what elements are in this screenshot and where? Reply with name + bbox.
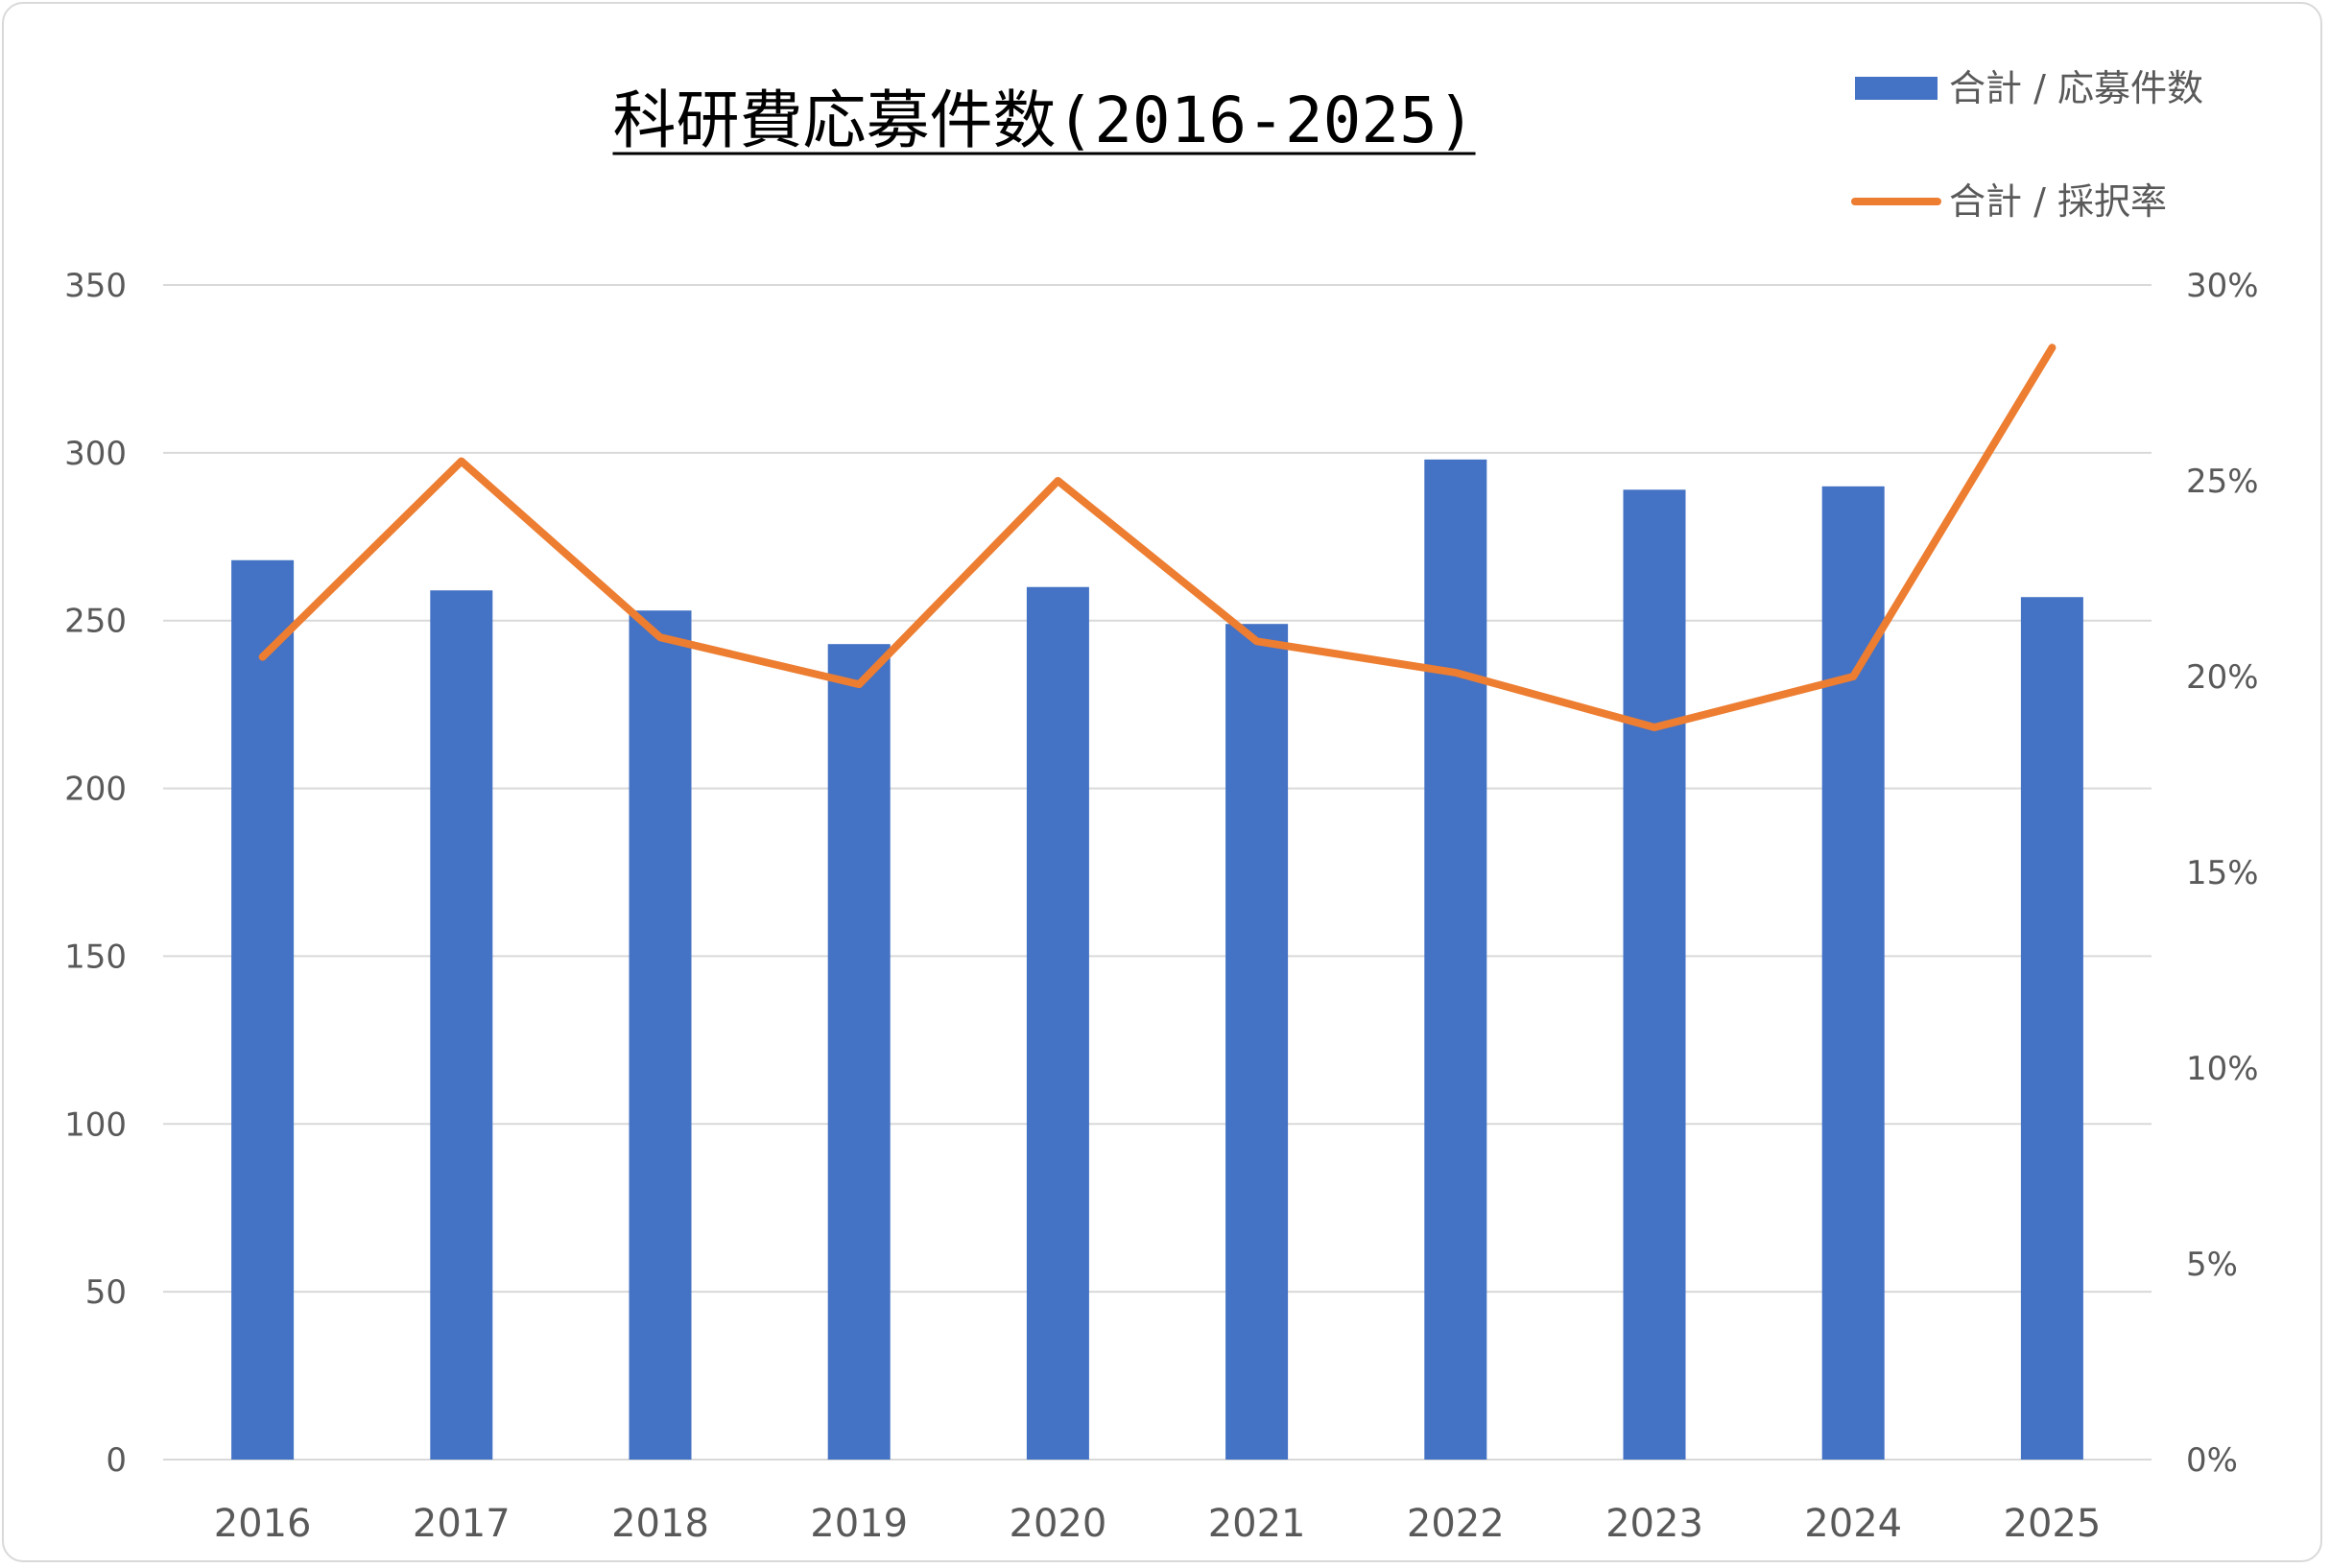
acceptance-rate-line — [258, 344, 2057, 732]
bar — [1424, 459, 1487, 1460]
y-left-tick-label: 200 — [64, 771, 127, 809]
x-tick-label: 2019 — [810, 1502, 908, 1546]
bar — [1623, 489, 1686, 1461]
bar — [827, 644, 891, 1460]
legend-swatch-bar — [1855, 77, 1938, 100]
bar — [1821, 486, 1885, 1460]
y-right-tick-label: 5% — [2186, 1246, 2238, 1284]
y-left-tick-label: 50 — [85, 1273, 127, 1312]
x-tick-label: 2025 — [2004, 1502, 2102, 1546]
line-point — [461, 461, 463, 463]
y-right-tick-label: 25% — [2186, 463, 2259, 501]
y-left-tick-label: 250 — [64, 603, 127, 641]
x-tick-label: 2017 — [413, 1502, 511, 1546]
x-tick-label: 2018 — [611, 1502, 709, 1546]
axis-labels: 0 50 100 150 200 250 300 350 0% 5% 10% 15% 20% 25% 30%… — [64, 267, 2258, 1546]
legend-label-applications: 合計 / 応募件数 — [1949, 67, 2203, 109]
y-right-tick-label: 15% — [2186, 854, 2259, 892]
legend-label-acceptance-rate: 合計 / 採択率 — [1949, 180, 2167, 223]
line-point — [858, 683, 860, 685]
bar — [629, 610, 692, 1460]
x-tick-label: 2024 — [1804, 1502, 1902, 1546]
bar — [1026, 586, 1089, 1460]
y-right-tick-label: 0% — [2186, 1441, 2238, 1480]
line-point — [1653, 726, 1655, 728]
y-right-tick-label: 20% — [2186, 658, 2259, 697]
line-point — [659, 636, 661, 638]
bar — [1225, 624, 1289, 1460]
gridlines — [163, 284, 2152, 1461]
legend-item-acceptance-rate: 合計 / 採択率 — [1851, 180, 2167, 223]
bar — [231, 559, 295, 1460]
x-tick-label: 2016 — [214, 1502, 312, 1546]
bar-series — [231, 459, 2083, 1461]
legend: 合計 / 応募件数 合計 / 採択率 — [1851, 67, 2203, 223]
y-left-tick-label: 150 — [64, 938, 127, 976]
y-left-tick-label: 350 — [64, 267, 127, 305]
x-tick-label: 2022 — [1407, 1502, 1505, 1546]
x-tick-label: 2020 — [1010, 1502, 1107, 1546]
bar — [2020, 597, 2083, 1460]
line-point — [1455, 672, 1457, 674]
y-left-tick-label: 0 — [106, 1441, 127, 1480]
chart-title-group: 科研費応募件数(2016-2025) — [612, 83, 1476, 157]
y-left-tick-label: 300 — [64, 435, 127, 473]
y-right-tick-label: 30% — [2186, 267, 2259, 305]
x-tick-label: 2023 — [1605, 1502, 1703, 1546]
line-point — [1256, 640, 1258, 642]
line-point — [2051, 346, 2053, 348]
chart-title: 科研費応募件数(2016-2025) — [612, 83, 1475, 157]
y-right-tick-label: 10% — [2186, 1050, 2259, 1088]
bar — [430, 590, 493, 1460]
legend-item-applications: 合計 / 応募件数 — [1855, 67, 2203, 109]
line-series — [258, 344, 2057, 732]
line-point — [262, 656, 264, 658]
x-tick-label: 2021 — [1208, 1502, 1306, 1546]
y-left-tick-label: 100 — [64, 1105, 127, 1144]
